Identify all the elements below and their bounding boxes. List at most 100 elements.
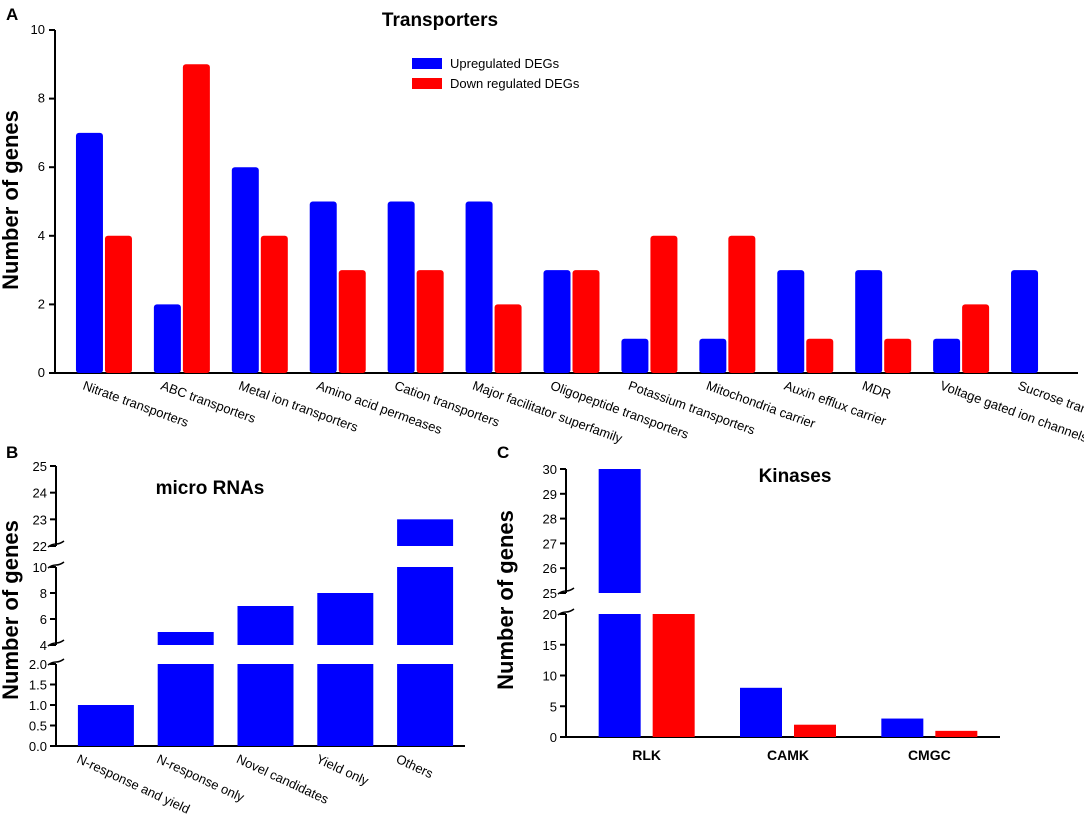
chart-b-bar: [77, 705, 134, 746]
chart-c-bar-up: [881, 718, 924, 737]
chart-a-bar-down: [962, 304, 990, 373]
chart-a-bar-up: [465, 201, 493, 373]
chart-c-bar-down: [652, 614, 695, 737]
chart-b-category-label: Others: [394, 751, 436, 781]
chart-b-bar: [157, 632, 214, 645]
chart-c-ytick-label: 30: [543, 462, 557, 477]
chart-c-bar-down: [935, 730, 978, 737]
chart-b-ytick-label: 0.0: [29, 739, 47, 754]
chart-a-bar-up: [1011, 270, 1039, 373]
chart-b-ylabel: Number of genes: [0, 520, 23, 700]
chart-c-ytick-label: 25: [543, 586, 557, 601]
chart-a-ytick-label: 2: [38, 296, 45, 311]
chart-b-axis-break: [47, 658, 65, 666]
chart-c-ytick-label: 28: [543, 512, 557, 527]
chart-c-category-label: CMGC: [908, 747, 951, 763]
chart-c-ytick-label: 0: [550, 730, 557, 745]
chart-a-title: Transporters: [382, 10, 498, 31]
chart-a-bar-down: [494, 304, 522, 373]
chart-c-bar-up: [740, 687, 782, 737]
chart-a-bar-down: [182, 64, 210, 374]
chart-a-bar-up: [387, 201, 415, 373]
chart-c-ytick-label: 27: [543, 536, 557, 551]
chart-b-axis-break: [47, 639, 65, 647]
chart-c-bar-down: [794, 724, 836, 737]
chart-b-bar: [237, 606, 294, 645]
chart-a-bar-down: [884, 338, 912, 373]
chart-a-bar-up: [933, 338, 961, 373]
chart-c-ytick-label: 20: [543, 607, 557, 622]
chart-b-ytick-label: 2.0: [29, 657, 47, 672]
chart-a-legend-label: Down regulated DEGs: [450, 76, 580, 91]
chart-b-ytick-label: 22: [33, 539, 47, 554]
chart-a-bar-down: [728, 235, 756, 373]
chart-b-bar: [317, 593, 374, 645]
chart-a-ylabel: Number of genes: [0, 110, 23, 290]
chart-a-ytick-label: 0: [38, 365, 45, 380]
chart-a-category-label: MDR: [860, 378, 893, 402]
chart-b-ytick-label: 24: [33, 486, 47, 501]
chart-a-bar-up: [543, 270, 571, 373]
chart-b-bar: [397, 664, 454, 746]
chart-c-axis-break: [557, 608, 575, 616]
chart-a-category-label: Potassium transporters: [626, 378, 757, 438]
chart-a-ytick-label: 4: [38, 228, 45, 243]
chart-a-bar-up: [309, 201, 337, 373]
chart-a-ytick-label: 6: [38, 159, 45, 174]
chart-a-bar-down: [104, 235, 132, 373]
chart-a-legend-swatch: [412, 58, 442, 69]
chart-b-ytick-label: 1.5: [29, 678, 47, 693]
chart-a-ytick-label: 10: [31, 22, 45, 37]
chart-c-ytick-label: 15: [543, 638, 557, 653]
chart-b-bar: [317, 664, 374, 746]
chart-c-ylabel: Number of genes: [493, 510, 518, 690]
chart-b-ytick-label: 4: [40, 638, 47, 653]
panel-label-a: A: [6, 5, 18, 24]
chart-c-ytick-label: 29: [543, 487, 557, 502]
chart-c-ytick-label: 26: [543, 561, 557, 576]
chart-a-bar-down: [260, 235, 288, 373]
chart-c-title: Kinases: [759, 466, 832, 487]
chart-b-bar: [157, 664, 214, 746]
chart-c: 0 5 10 15 20 25 26 27 28 29 30 RLK CAMK CMGC: [543, 462, 1000, 763]
chart-c-category-label: CAMK: [767, 747, 809, 763]
chart-a-bar-up: [621, 338, 649, 373]
chart-a-bar-down: [572, 270, 600, 373]
chart-b-ytick-label: 8: [40, 586, 47, 601]
chart-b-title: micro RNAs: [156, 478, 265, 499]
chart-c-bar-up: [598, 469, 641, 593]
chart-a-bar-up: [777, 270, 805, 373]
chart-a-bar-down: [416, 270, 444, 373]
chart-a-ytick-label: 8: [38, 91, 45, 106]
chart-b-ytick-label: 0.5: [29, 719, 47, 734]
chart-b-ytick-label: 6: [40, 612, 47, 627]
chart-a-legend-swatch: [412, 78, 442, 89]
chart-a-bar-up: [855, 270, 883, 373]
chart-a-bar-down: [338, 270, 366, 373]
chart-b-ytick-label: 25: [33, 459, 47, 474]
chart-b-bar: [397, 567, 454, 645]
chart-a-bar-down: [650, 235, 678, 373]
chart-a-legend-label: Upregulated DEGs: [450, 56, 560, 71]
chart-c-axis-break: [557, 587, 575, 595]
chart-b-ytick-label: 23: [33, 512, 47, 527]
chart-b-axis-break: [47, 561, 65, 569]
chart-c-bar-up: [598, 614, 641, 737]
chart-a-bar-down: [806, 338, 834, 373]
chart-c-ytick-label: 5: [550, 699, 557, 714]
chart-a-bar-up: [231, 167, 259, 373]
chart-b-category-label: Yield only: [314, 751, 371, 788]
panel-label-c: C: [497, 443, 509, 462]
chart-b-ytick-label: 1.0: [29, 698, 47, 713]
panel-label-b: B: [6, 443, 18, 462]
chart-a-category-label: Voltage gated ion channels: [938, 378, 1084, 446]
chart-c-category-label: RLK: [632, 747, 661, 763]
chart-a-bar-up: [699, 338, 727, 373]
chart-b-ytick-label: 10: [33, 560, 47, 575]
chart-b-bar: [397, 519, 454, 546]
chart-c-ytick-label: 10: [543, 669, 557, 684]
chart-a-bar-up: [153, 304, 181, 373]
